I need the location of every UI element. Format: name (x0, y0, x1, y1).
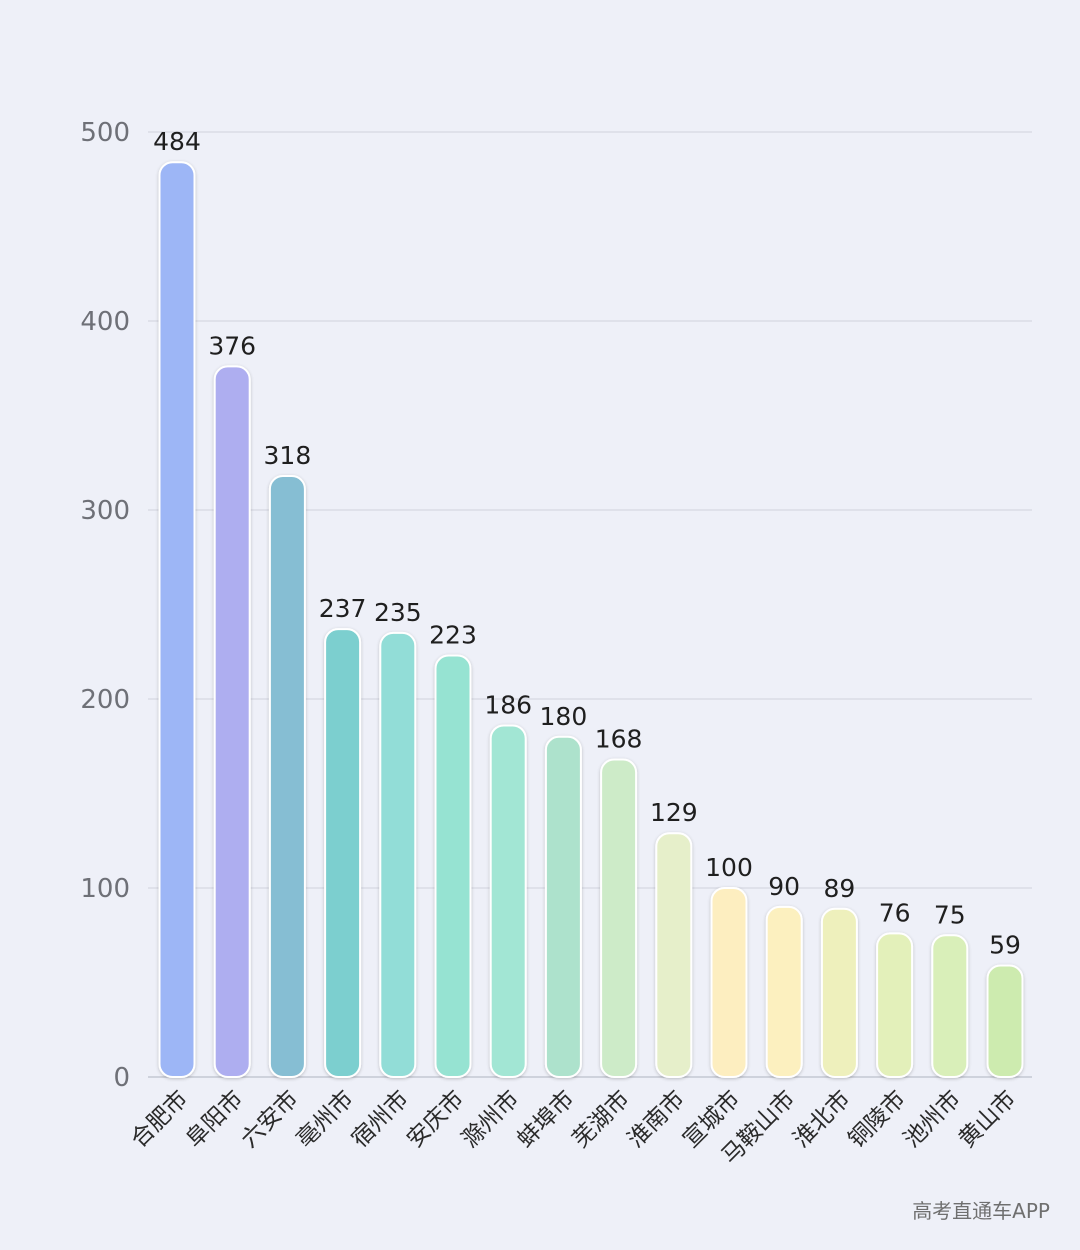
data-label: 235 (374, 598, 422, 627)
bar (765, 905, 803, 1079)
bars (158, 161, 1024, 1079)
bar (710, 887, 748, 1078)
x-tick-label: 宿州市 (347, 1086, 414, 1153)
data-label: 89 (823, 874, 855, 903)
data-label: 90 (768, 872, 800, 901)
data-label: 129 (650, 798, 698, 827)
bar (324, 628, 362, 1078)
bar (489, 724, 527, 1079)
x-tick-label: 淮南市 (623, 1086, 690, 1153)
data-label: 75 (934, 900, 966, 929)
bar (544, 735, 582, 1078)
data-label: 59 (989, 930, 1021, 959)
bar (434, 654, 472, 1079)
x-tick-label: 六安市 (236, 1086, 303, 1153)
x-tick-label: 蚌埠市 (512, 1086, 579, 1153)
y-tick-label: 100 (80, 874, 130, 904)
bar (820, 907, 858, 1078)
x-tick-label: 合肥市 (126, 1086, 193, 1153)
x-tick-label: 芜湖市 (568, 1086, 635, 1153)
data-label: 186 (484, 690, 532, 719)
watermark: 高考直通车APP (912, 1199, 1050, 1223)
y-tick-label: 400 (80, 307, 130, 337)
data-label: 237 (319, 594, 367, 623)
x-tick-label: 阜阳市 (181, 1086, 248, 1153)
data-label: 76 (879, 898, 911, 927)
data-label: 484 (153, 127, 201, 156)
bar (931, 934, 969, 1078)
data-label: 223 (429, 621, 477, 650)
x-tick-label: 亳州市 (292, 1086, 359, 1153)
x-tick-label: 池州市 (899, 1086, 966, 1153)
bar (655, 832, 693, 1078)
bar (268, 474, 306, 1079)
x-tick-label: 黄山市 (954, 1086, 1021, 1153)
y-tick-label: 0 (113, 1063, 130, 1093)
bar (213, 365, 251, 1078)
y-tick-label: 300 (80, 496, 130, 526)
bar (158, 161, 196, 1079)
y-tick-label: 500 (80, 118, 130, 148)
bar (986, 964, 1024, 1078)
bar (876, 932, 914, 1078)
bar (379, 631, 417, 1078)
data-label: 376 (208, 331, 256, 360)
data-label: 180 (540, 702, 588, 731)
y-tick-label: 200 (80, 685, 130, 715)
x-tick-label: 淮北市 (788, 1086, 855, 1153)
x-axis: 合肥市阜阳市六安市亳州市宿州市安庆市滁州市蚌埠市芜湖市淮南市宣城市马鞍山市淮北市… (126, 1086, 1021, 1169)
x-tick-label: 铜陵市 (844, 1086, 911, 1153)
x-tick-label: 安庆市 (402, 1086, 469, 1153)
x-tick-label: 滁州市 (457, 1086, 524, 1153)
data-label: 168 (595, 724, 643, 753)
data-label: 318 (264, 441, 312, 470)
data-label: 100 (705, 853, 753, 882)
bar (600, 758, 638, 1078)
